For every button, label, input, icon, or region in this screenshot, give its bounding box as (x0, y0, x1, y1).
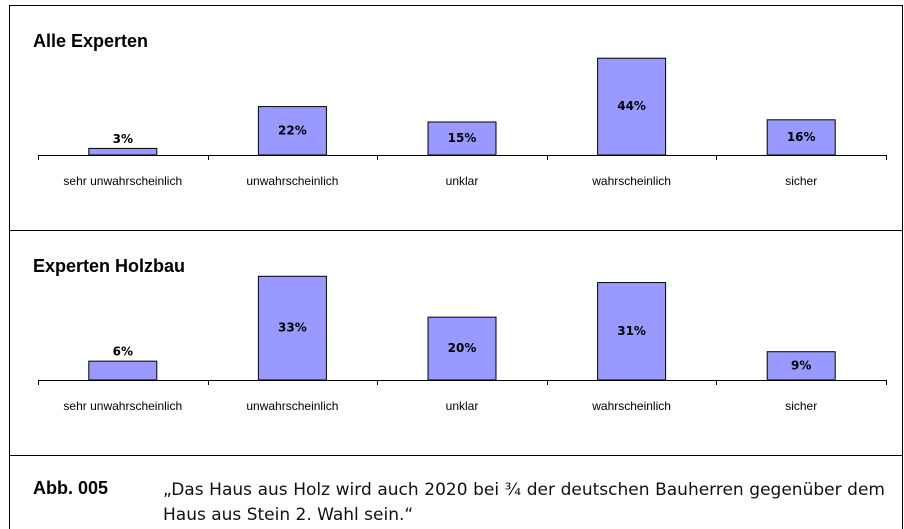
bar (88, 360, 158, 381)
x-tick-label: sehr unwahrscheinlich (63, 174, 182, 188)
bar (766, 119, 836, 156)
value-label: 20% (448, 341, 477, 355)
caption-label: Abb. 005 (33, 478, 109, 498)
x-tick-label: unwahrscheinlich (246, 399, 338, 413)
bar (257, 106, 327, 156)
bar (597, 282, 667, 381)
bar (597, 57, 667, 156)
value-label: 44% (617, 99, 646, 113)
x-tick-label: unwahrscheinlich (246, 174, 338, 188)
bar (88, 147, 158, 156)
frame (9, 5, 903, 529)
value-label: 22% (278, 123, 307, 137)
x-tick-label: unklar (446, 174, 479, 188)
caption-text: „Das Haus aus Holz wird auch 2020 bei ¾ … (163, 480, 885, 525)
chart-title: Experten Holzbau (33, 256, 185, 276)
value-label: 33% (278, 321, 307, 335)
x-tick-label: sehr unwahrscheinlich (63, 399, 182, 413)
x-tick-label: sicher (785, 399, 817, 413)
chart-title: Alle Experten (33, 31, 148, 51)
x-tick-label: sicher (785, 174, 817, 188)
value-label: 3% (113, 132, 133, 146)
x-tick-label: wahrscheinlich (591, 399, 671, 413)
value-label: 31% (617, 324, 646, 338)
x-tick-label: wahrscheinlich (591, 174, 671, 188)
value-label: 16% (787, 130, 816, 144)
value-label: 15% (448, 131, 477, 145)
value-label: 9% (791, 358, 811, 372)
value-label: 6% (113, 345, 133, 359)
x-tick-label: unklar (446, 399, 479, 413)
